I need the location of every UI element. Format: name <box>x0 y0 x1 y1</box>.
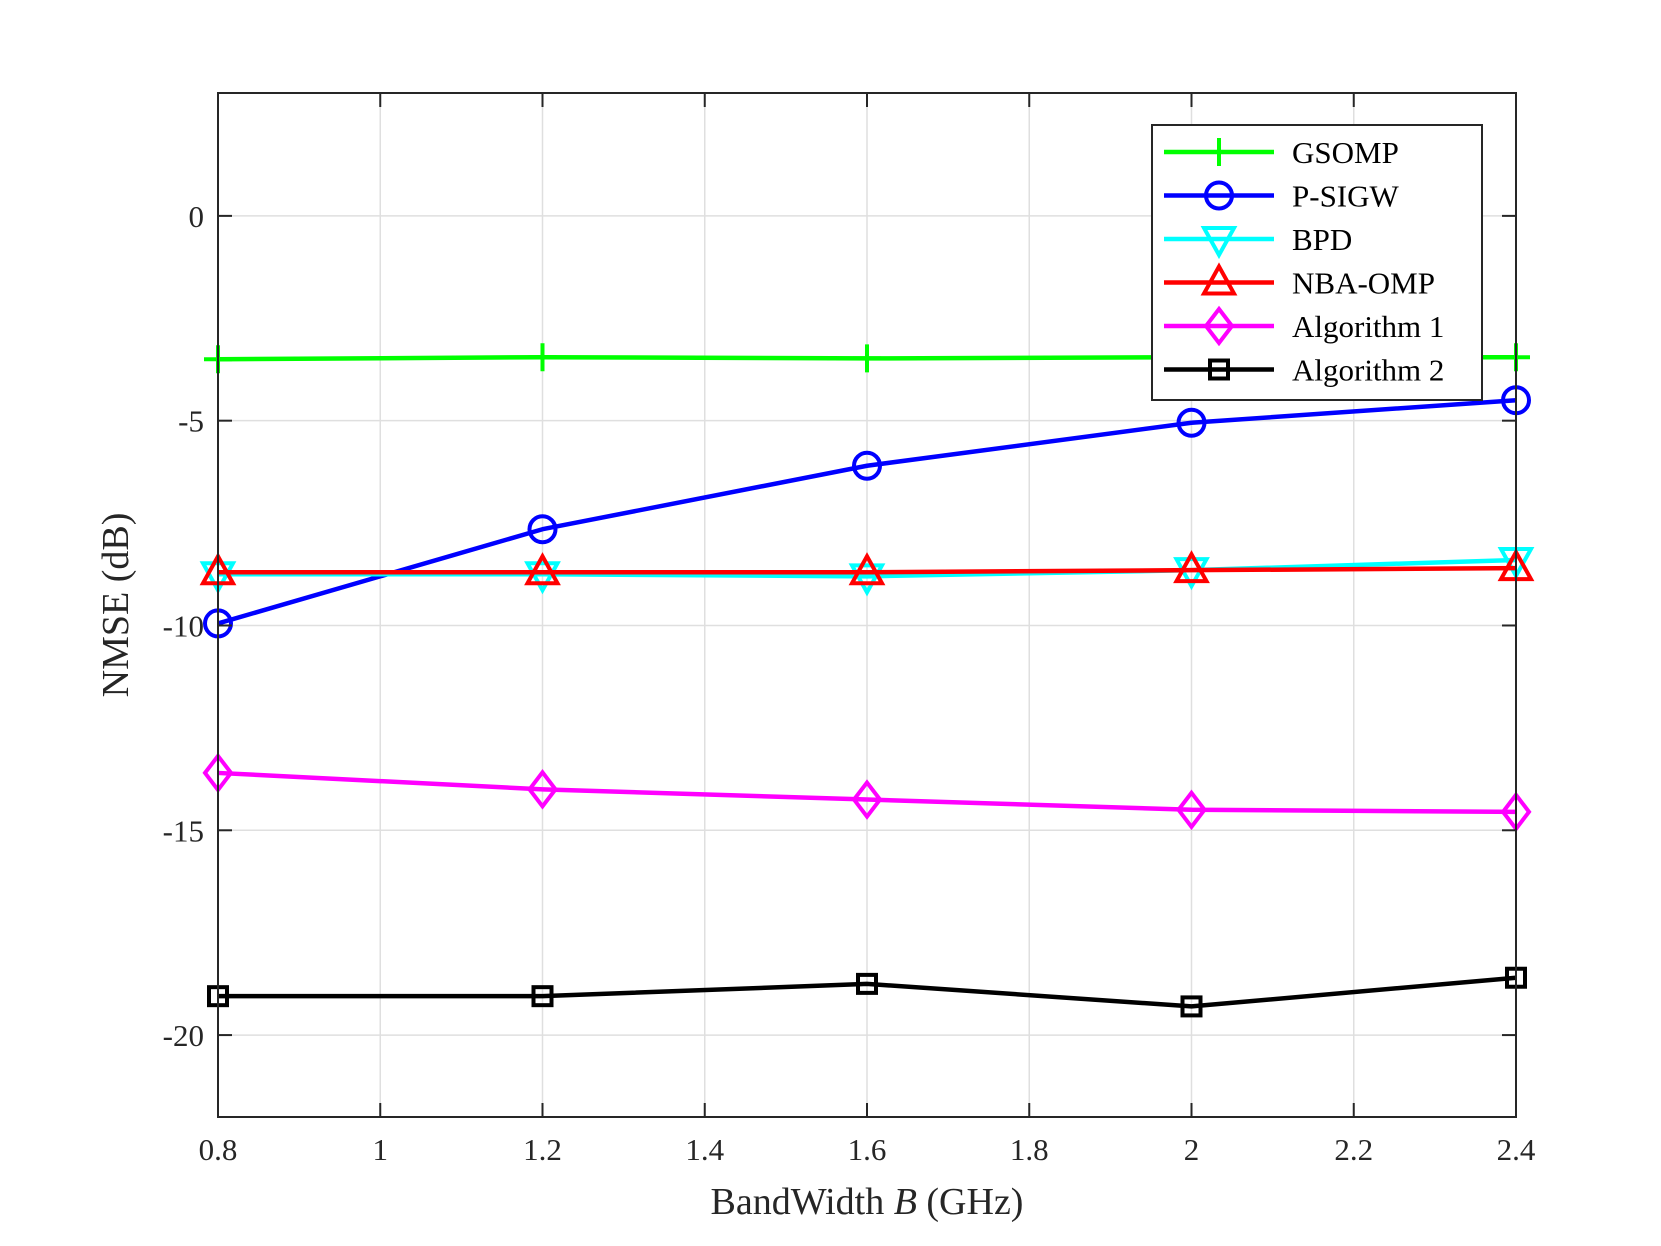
legend-entry-algorithm-1: Algorithm 1 <box>1164 305 1444 347</box>
data-point-gsomp <box>853 344 881 373</box>
series-line-p-sigw <box>217 397 1517 626</box>
data-point-p-sigw <box>1176 407 1207 438</box>
x-tick-label: 2 <box>1184 1132 1200 1167</box>
legend-entry-p-sigw: P-SIGW <box>1164 179 1400 214</box>
legend-entry-nba-omp: NBA-OMP <box>1164 262 1435 301</box>
legend-entry-algorithm-2: Algorithm 2 <box>1164 353 1444 388</box>
x-tick-label: 1.4 <box>685 1132 724 1167</box>
data-point-algorithm-1 <box>526 769 559 810</box>
x-tick-label: 1 <box>373 1132 389 1167</box>
series-layer <box>199 343 1535 1018</box>
data-point-algorithm-1 <box>851 779 883 820</box>
y-axis-label: NMSE (dB) <box>95 513 137 698</box>
x-tick-label: 1.6 <box>848 1132 887 1167</box>
data-point-p-sigw <box>852 450 882 481</box>
legend-marker <box>1204 180 1234 211</box>
y-tick-label: -20 <box>163 1018 204 1053</box>
x-tick-label: 2.2 <box>1334 1132 1373 1167</box>
data-point-bpd <box>1173 557 1210 591</box>
data-point-algorithm-1 <box>1175 789 1208 831</box>
legend-label: Algorithm 2 <box>1292 353 1444 388</box>
x-tick-label: 1.2 <box>523 1132 562 1167</box>
legend-label: BPD <box>1292 222 1352 257</box>
legend-label: P-SIGW <box>1292 179 1400 214</box>
series-line-algorithm-2 <box>218 975 1517 1009</box>
data-point-nba-omp <box>1173 550 1210 584</box>
legend-label: Algorithm 1 <box>1292 309 1444 344</box>
x-axis-label-part: BandWidth <box>711 1181 894 1223</box>
x-axis-label-unit: (GHz) <box>917 1181 1024 1223</box>
legend-marker <box>1200 226 1238 260</box>
legend-box <box>1151 124 1483 401</box>
legend-entry-bpd: BPD <box>1164 222 1352 260</box>
legend-marker <box>1208 358 1230 381</box>
y-tick-label: -15 <box>163 813 204 848</box>
data-point-nba-omp <box>524 552 561 586</box>
data-point-algorithm-2 <box>531 985 554 1008</box>
series-line-algorithm-1 <box>217 770 1517 815</box>
data-point-gsomp <box>528 343 557 372</box>
y-tick-label: 0 <box>189 199 205 234</box>
legend-entry-gsomp: GSOMP <box>1164 135 1399 170</box>
x-axis-label: BandWidth B (GHz) <box>711 1181 1024 1223</box>
y-tick-label: -5 <box>178 404 204 439</box>
data-point-algorithm-2 <box>1180 995 1203 1018</box>
x-tick-label: 2.4 <box>1497 1132 1536 1167</box>
axis-ticks: 0.8 1 1.2 1.4 1.6 1.8 2 2.2 2.4 0 -5 -10 -15 -20 <box>163 93 1536 1167</box>
legend-marker <box>1205 138 1233 166</box>
data-point-p-sigw <box>527 514 558 545</box>
data-point-bpd <box>848 563 886 597</box>
legend-label: NBA-OMP <box>1292 266 1435 301</box>
x-tick-label: 1.8 <box>1010 1132 1049 1167</box>
legend-marker <box>1203 305 1235 347</box>
y-tick-label: -10 <box>163 608 204 643</box>
legend: GSOMP P-SIGW BPD NBA-OMP Algorithm 1 Algorith… <box>1151 124 1483 401</box>
legend-marker <box>1200 262 1238 296</box>
x-axis-label-variable: B <box>894 1181 917 1223</box>
series-line-nba-omp <box>218 565 1517 575</box>
legend-label: GSOMP <box>1292 135 1399 170</box>
x-tick-label: 0.8 <box>199 1132 238 1167</box>
data-point-algorithm-2 <box>856 972 878 995</box>
data-point-nba-omp <box>848 552 886 586</box>
data-point-bpd <box>524 561 561 595</box>
